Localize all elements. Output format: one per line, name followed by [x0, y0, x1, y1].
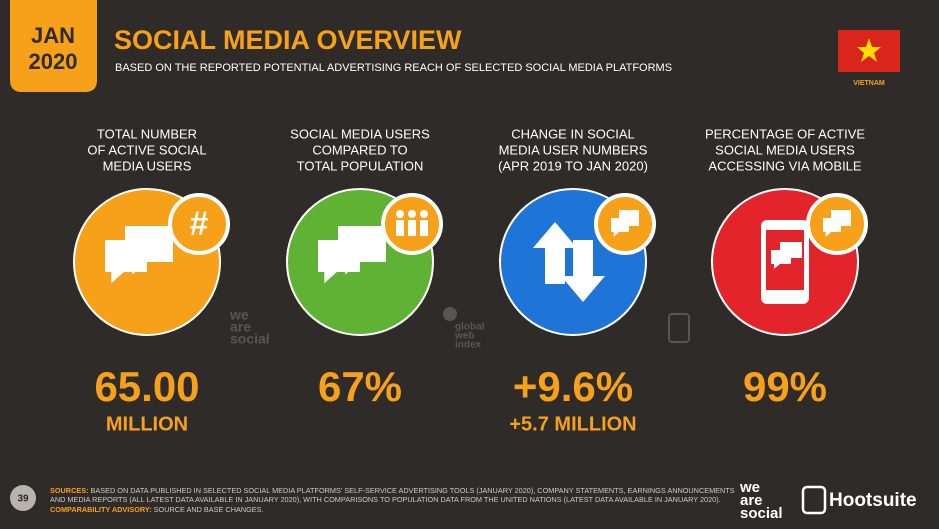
- watermark-text: are: [230, 319, 251, 335]
- stat-label: TOTAL NUMBER: [97, 126, 197, 141]
- icon-badge: [168, 193, 230, 255]
- stat-label: OF ACTIVE SOCIAL: [87, 142, 206, 157]
- watermark-text: social: [230, 331, 270, 347]
- icon-person: [396, 210, 404, 218]
- stat-label: SOCIAL MEDIA USERS: [290, 126, 430, 141]
- stat-label: MEDIA USER NUMBERS: [499, 142, 648, 157]
- speech-bubble: [780, 242, 802, 264]
- date-year: 2020: [29, 49, 78, 74]
- stat-label: (APR 2019 TO JAN 2020): [498, 158, 648, 173]
- stat-label: CHANGE IN SOCIAL: [511, 126, 635, 141]
- stat-value: 67%: [318, 363, 402, 410]
- logo-was: we are social: [739, 479, 783, 522]
- speech-bubble: [125, 226, 173, 275]
- logo-owl: [801, 485, 827, 515]
- stat-label: MEDIA USERS: [103, 158, 192, 173]
- sources-label: SOURCES:: [50, 486, 89, 495]
- watermark-text: index: [455, 340, 482, 351]
- stat-sub: +5.7 MILLION: [509, 413, 636, 435]
- date-month: JAN: [31, 23, 75, 48]
- icon-person: [420, 210, 428, 218]
- title: SOCIAL MEDIA OVERVIEW: [114, 25, 462, 55]
- stat-label: ACCESSING VIA MOBILE: [708, 158, 861, 173]
- stat-label: SOCIAL MEDIA USERS: [715, 142, 855, 157]
- logo-text: are: [740, 492, 763, 509]
- watermark-was: we are social: [229, 307, 270, 347]
- advisory-text: SOURCE AND BASE CHANGES.: [154, 505, 264, 514]
- speech-bubble: [338, 226, 386, 275]
- logo-text: social: [740, 505, 783, 522]
- icon-person: [408, 220, 416, 236]
- sources-text: AND MEDIA REPORTS (ALL LATEST DATA AVAIL…: [50, 495, 721, 504]
- logo-text: we: [739, 479, 760, 496]
- icon-person: [420, 220, 428, 236]
- icon-hash: #: [190, 205, 209, 243]
- stat-value: 65.00: [94, 363, 199, 410]
- date-badge: [10, 0, 97, 92]
- logo-hootsuite: Hootsuite: [829, 490, 917, 511]
- advisory-label: COMPARABILITY ADVISORY:: [50, 505, 152, 514]
- watermark-text: web: [454, 331, 474, 342]
- stat-value: 99%: [743, 363, 827, 410]
- stat-label: COMPARED TO: [312, 142, 407, 157]
- arrow-up: [533, 222, 577, 284]
- stat-label: TOTAL POPULATION: [297, 158, 424, 173]
- page-badge: [10, 485, 36, 511]
- country: VIETNAM: [853, 80, 885, 87]
- subtitle: BASED ON THE REPORTED POTENTIAL ADVERTIS…: [115, 62, 672, 74]
- page-number: 39: [17, 494, 29, 505]
- speech-bubble: [619, 210, 639, 232]
- watermark-gwi: global web index: [443, 307, 485, 351]
- icon-person: [396, 220, 404, 236]
- stat-value: +9.6%: [513, 363, 633, 410]
- watermark-text: global: [455, 322, 485, 333]
- stat-label: PERCENTAGE OF ACTIVE: [705, 126, 865, 141]
- watermark-owl: [668, 313, 690, 343]
- flag-star: [857, 38, 881, 62]
- sources-text: BASED ON DATA PUBLISHED IN SELECTED SOCI…: [91, 486, 735, 495]
- stat-sub: MILLION: [106, 413, 188, 435]
- arrow-down: [561, 240, 605, 302]
- icon-person: [408, 210, 416, 218]
- watermark-text: we: [229, 307, 249, 323]
- advisory-line: COMPARABILITY ADVISORY: SOURCE AND BASE …: [50, 505, 264, 514]
- sources-line: SOURCES: BASED ON DATA PUBLISHED IN SELE…: [50, 486, 735, 495]
- watermark-icon: [443, 307, 457, 321]
- speech-bubble: [831, 210, 851, 232]
